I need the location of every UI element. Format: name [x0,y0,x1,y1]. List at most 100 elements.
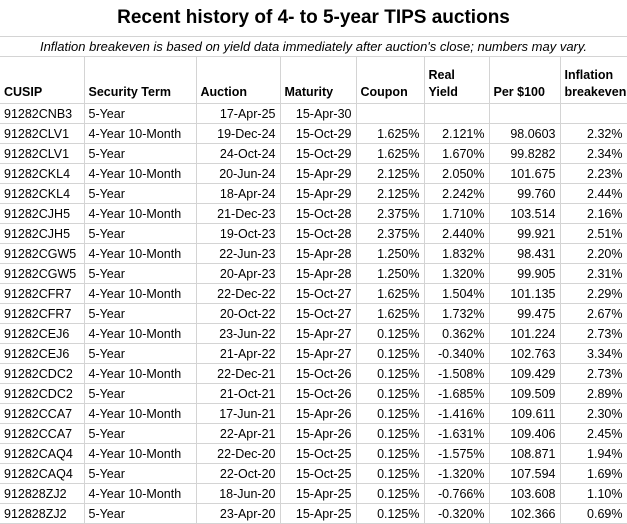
cell-term: 4-Year 10-Month [83,363,197,384]
cell-cusip: 91282CNB3 [0,103,85,124]
cell-cusip: 91282CCA7 [0,403,85,424]
cell-breakeven [559,103,627,124]
cell-coupon: 0.125% [355,343,425,364]
cell-per_100: 98.431 [488,243,561,264]
table-row: 91282CLV1 4-Year 10-Month 19-Dec-24 15-Oct-… [0,123,627,144]
cell-term: 4-Year 10-Month [83,283,197,304]
cell-maturity: 15-Apr-26 [279,423,357,444]
page-title: Recent history of 4- to 5-year TIPS auct… [0,0,627,37]
cell-breakeven: 1.94% [559,443,627,464]
cell-maturity: 15-Oct-26 [279,363,357,384]
cell-coupon: 0.125% [355,423,425,444]
cell-per_100: 108.871 [488,443,561,464]
cell-maturity: 15-Apr-28 [279,263,357,284]
cell-cusip: 912828ZJ2 [0,503,85,524]
cell-maturity: 15-Oct-29 [279,123,357,144]
cell-term: 4-Year 10-Month [83,163,197,184]
cell-maturity: 15-Apr-29 [279,183,357,204]
table-row: 91282CDC2 5-Year 21-Oct-21 15-Oct-26 0.125% -… [0,383,627,404]
cell-auction: 21-Dec-23 [195,203,281,224]
cell-term: 4-Year 10-Month [83,323,197,344]
cell-breakeven: 2.32% [559,123,627,144]
table-body: 91282CNB3 5-Year 17-Apr-25 15-Apr-30 91282CL… [0,103,627,524]
table-header: CUSIP Security Term Auction Maturity Cou… [0,57,627,104]
cell-real_yield: -1.320% [423,463,490,484]
cell-maturity: 15-Apr-29 [279,163,357,184]
cell-breakeven: 2.23% [559,163,627,184]
cell-cusip: 91282CCA7 [0,423,85,444]
cell-per_100: 98.0603 [488,123,561,144]
cell-breakeven: 2.45% [559,423,627,444]
column-header-maturity: Maturity [279,57,357,104]
cell-real_yield: 2.121% [423,123,490,144]
table-row: 912828ZJ2 4-Year 10-Month 18-Jun-20 15-Apr-… [0,483,627,504]
table-row: 91282CGW5 5-Year 20-Apr-23 15-Apr-28 1.250% 1… [0,263,627,284]
table-row: 91282CJH5 5-Year 19-Oct-23 15-Oct-28 2.375% 2… [0,223,627,244]
cell-auction: 18-Jun-20 [195,483,281,504]
cell-breakeven: 0.69% [559,503,627,524]
cell-cusip: 91282CLV1 [0,123,85,144]
cell-per_100 [488,103,561,124]
cell-term: 5-Year [83,303,197,324]
cell-auction: 20-Oct-22 [195,303,281,324]
column-header-breakeven: Inflation breakeven [559,57,627,104]
cell-auction: 24-Oct-24 [195,143,281,164]
cell-real_yield: -1.508% [423,363,490,384]
table-row: 91282CEJ6 4-Year 10-Month 23-Jun-22 15-Apr-… [0,323,627,344]
cell-auction: 22-Jun-23 [195,243,281,264]
cell-coupon: 2.125% [355,163,425,184]
cell-auction: 20-Jun-24 [195,163,281,184]
cell-maturity: 15-Apr-30 [279,103,357,124]
table-row: 91282CGW5 4-Year 10-Month 22-Jun-23 15-Apr-… [0,243,627,264]
cell-per_100: 99.905 [488,263,561,284]
cell-breakeven: 2.34% [559,143,627,164]
cell-maturity: 15-Apr-25 [279,483,357,504]
cell-coupon: 0.125% [355,483,425,504]
cell-breakeven: 2.44% [559,183,627,204]
cell-coupon: 2.375% [355,223,425,244]
cell-per_100: 109.611 [488,403,561,424]
cell-coupon: 0.125% [355,403,425,424]
cell-term: 5-Year [83,423,197,444]
cell-real_yield: 2.050% [423,163,490,184]
cell-auction: 17-Apr-25 [195,103,281,124]
cell-term: 5-Year [83,183,197,204]
cell-cusip: 91282CDC2 [0,383,85,404]
cell-real_yield: 1.710% [423,203,490,224]
cell-breakeven: 2.73% [559,363,627,384]
table-row: 91282CJH5 4-Year 10-Month 21-Dec-23 15-Oct-… [0,203,627,224]
cell-maturity: 15-Oct-28 [279,203,357,224]
cell-coupon: 1.250% [355,243,425,264]
table-row: 91282CCA7 4-Year 10-Month 17-Jun-21 15-Apr-… [0,403,627,424]
cell-coupon: 0.125% [355,323,425,344]
cell-coupon: 1.625% [355,123,425,144]
cell-per_100: 101.135 [488,283,561,304]
cell-cusip: 91282CJH5 [0,203,85,224]
cell-maturity: 15-Apr-27 [279,343,357,364]
cell-real_yield: 1.732% [423,303,490,324]
cell-term: 5-Year [83,343,197,364]
cell-real_yield: -1.685% [423,383,490,404]
cell-maturity: 15-Apr-27 [279,323,357,344]
cell-breakeven: 2.31% [559,263,627,284]
cell-real_yield: 1.504% [423,283,490,304]
cell-per_100: 102.763 [488,343,561,364]
cell-breakeven: 3.34% [559,343,627,364]
cell-cusip: 91282CDC2 [0,363,85,384]
cell-per_100: 109.429 [488,363,561,384]
cell-maturity: 15-Oct-27 [279,303,357,324]
cell-per_100: 99.921 [488,223,561,244]
cell-real_yield: 1.670% [423,143,490,164]
cell-maturity: 15-Oct-27 [279,283,357,304]
cell-auction: 22-Apr-21 [195,423,281,444]
cell-breakeven: 2.67% [559,303,627,324]
cell-breakeven: 1.69% [559,463,627,484]
cell-maturity: 15-Apr-25 [279,503,357,524]
cell-maturity: 15-Apr-26 [279,403,357,424]
cell-term: 5-Year [83,263,197,284]
column-header-per-100: Per $100 [488,57,561,104]
cell-auction: 22-Dec-20 [195,443,281,464]
cell-maturity: 15-Oct-25 [279,463,357,484]
cell-auction: 23-Apr-20 [195,503,281,524]
